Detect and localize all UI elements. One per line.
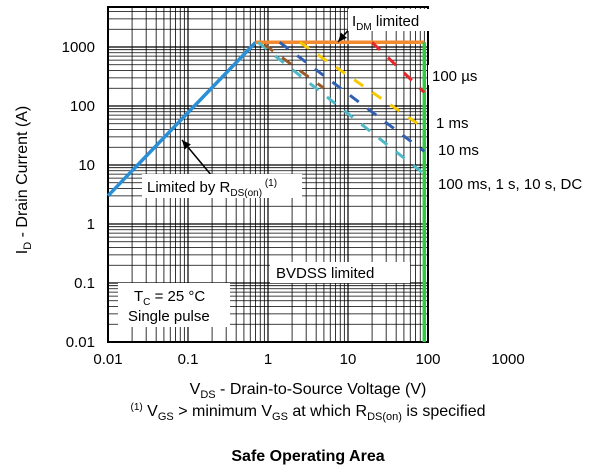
series-pulse_dc [257,41,426,176]
rds-label-box [142,174,302,198]
x-axis-title: VDS - Drain-to-Source Voltage (V) [190,381,427,401]
x-tick-label: 1000 [491,351,524,368]
x-tick-label: 0.1 [178,351,199,368]
y-tick-labels: 0.01 0.1 1 10 100 1000 [62,39,95,351]
idm-arrow-head [338,32,347,42]
rds-arrow-head [182,140,191,150]
bvdss-limited-label: BVDSS limited [276,265,374,282]
series-pulse_1ms [298,41,426,130]
100us-label-box [428,65,486,85]
1ms-label-box [432,112,474,132]
10ms-label-box [434,139,484,159]
y-tick-label: 1 [87,216,95,233]
series-rds_limit [106,41,257,198]
100us-label: 100 µs [432,68,477,85]
y-axis-title: ID - Drain Current (A) [14,106,34,254]
dc-label-box [436,173,594,193]
single-pulse-label: Single pulse [128,308,210,325]
plot-border [107,6,429,343]
dc-label: 100 ms, 1 s, 10 s, DC [438,176,582,193]
y-tick-label: 10 [78,157,95,174]
chart-caption: Safe Operating Area [231,448,384,465]
idm-label-box [348,9,432,31]
x-tick-label: 1 [264,351,272,368]
bvdss-label-box [270,262,410,283]
10ms-label: 10 ms [438,142,479,159]
tc-label: TC = 25 °C [134,288,205,308]
y-tick-label: 1000 [62,39,95,56]
series-pulse_10ms [278,41,426,153]
conditions-box [118,283,230,327]
x-tick-label: 10 [340,351,357,368]
series-layer [106,40,427,342]
idm-limited-label: IDM limited [352,13,419,33]
1ms-label: 1 ms [436,115,469,132]
footnote: (1) VGS > minimum VGS at which RDS(on) i… [131,402,486,423]
y-tick-label: 0.1 [74,275,95,292]
x-tick-label: 100 [415,351,440,368]
y-tick-label: 100 [70,98,95,115]
x-tick-labels: 0.01 0.1 1 10 100 1000 [93,351,524,368]
rds-limited-label: Limited by RDS(on) (1) [147,178,277,199]
y-tick-label: 0.01 [66,334,95,351]
x-tick-label: 0.01 [93,351,122,368]
